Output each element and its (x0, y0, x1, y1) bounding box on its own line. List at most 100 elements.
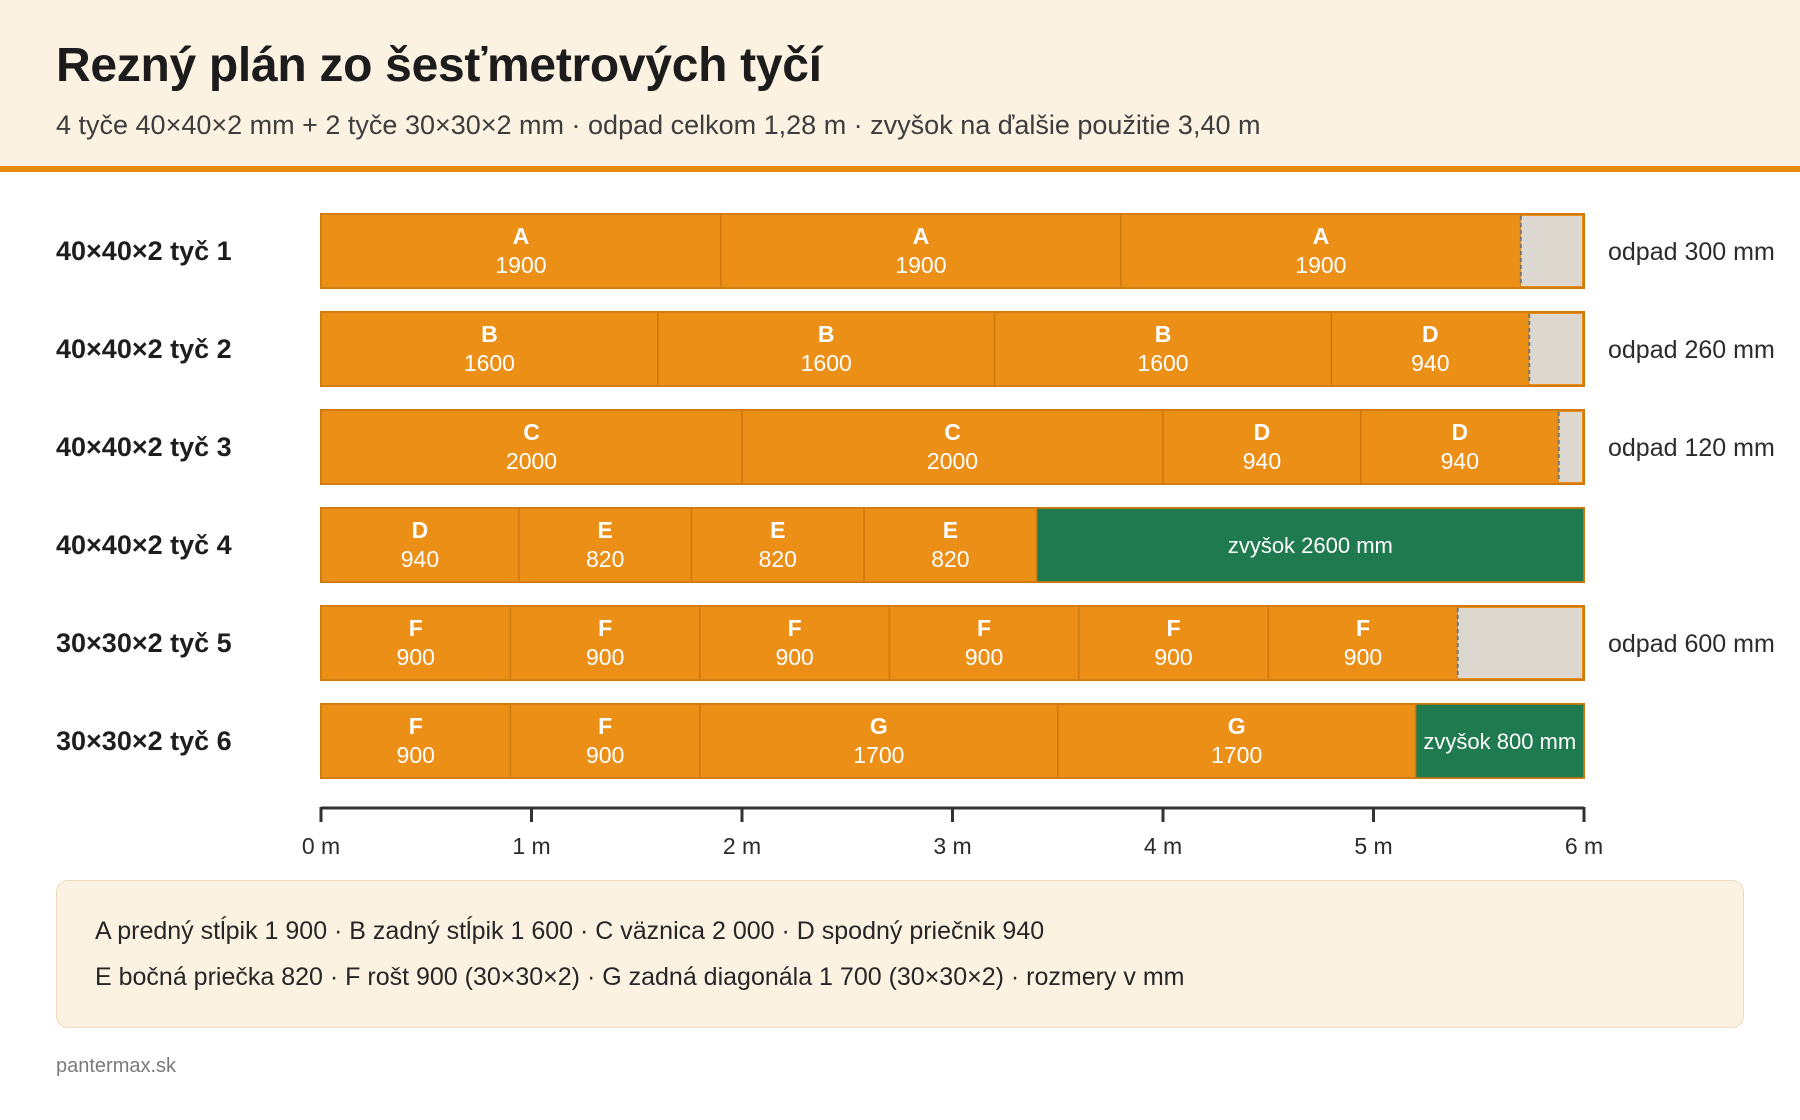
piece-length: 940 (1441, 448, 1479, 474)
piece-length: 1900 (1295, 252, 1346, 278)
remnant-label: zvyšok 2600 mm (1228, 533, 1393, 558)
piece-code: F (788, 615, 802, 641)
waste-label: odpad 600 mm (1608, 630, 1775, 658)
row-label: 40×40×2 tyč 3 (56, 432, 232, 462)
cut-piece (509, 605, 701, 681)
piece-code: E (943, 517, 958, 543)
cut-piece (320, 507, 520, 583)
cut-piece (699, 605, 891, 681)
piece-code: F (1356, 615, 1370, 641)
piece-length: 1900 (895, 252, 946, 278)
cut-piece (1057, 703, 1417, 779)
piece-code: E (598, 517, 613, 543)
x-tick-label: 6 m (1565, 833, 1603, 859)
piece-length: 820 (759, 546, 797, 572)
cut-piece (1162, 409, 1362, 485)
row-label: 40×40×2 tyč 2 (56, 334, 232, 364)
piece-length: 900 (397, 742, 435, 768)
piece-code: F (409, 713, 423, 739)
piece-length: 940 (1243, 448, 1281, 474)
legend-line-1: A predný stĺpik 1 900 · B zadný stĺpik 1… (95, 917, 1045, 945)
cut-piece (1267, 605, 1459, 681)
piece-length: 1600 (464, 350, 515, 376)
row-label: 40×40×2 tyč 1 (56, 236, 232, 266)
x-tick-label: 5 m (1354, 833, 1392, 859)
header: Rezný plán zo šesťmetrových tyčí 4 tyče … (0, 0, 1800, 172)
piece-length: 1700 (1211, 742, 1262, 768)
piece-code: F (598, 713, 612, 739)
piece-code: D (412, 517, 429, 543)
row-label: 40×40×2 tyč 4 (56, 530, 232, 560)
cut-piece (518, 507, 693, 583)
cut-piece (993, 311, 1333, 387)
cut-piece (320, 409, 743, 485)
piece-length: 820 (931, 546, 969, 572)
waste-label: odpad 120 mm (1608, 434, 1775, 462)
waste-label: odpad 260 mm (1608, 336, 1775, 364)
piece-length: 900 (586, 644, 624, 670)
waste-segment (1529, 314, 1582, 384)
cut-piece (1078, 605, 1270, 681)
piece-length: 2000 (506, 448, 557, 474)
piece-length: 900 (775, 644, 813, 670)
x-tick-label: 2 m (723, 833, 761, 859)
cut-piece (320, 213, 722, 289)
cut-piece (1360, 409, 1560, 485)
cut-piece (657, 311, 996, 387)
piece-length: 1600 (801, 350, 852, 376)
cut-piece (320, 311, 659, 387)
piece-length: 900 (586, 742, 624, 768)
piece-length: 2000 (927, 448, 978, 474)
x-tick-label: 3 m (933, 833, 971, 859)
waste-segment (1558, 412, 1582, 482)
remnant-segment (1035, 507, 1585, 583)
piece-code: D (1451, 419, 1468, 445)
piece-length: 900 (1154, 644, 1192, 670)
piece-length: 900 (397, 644, 435, 670)
x-tick-label: 0 m (302, 833, 340, 859)
piece-code: A (1313, 223, 1330, 249)
cut-piece (699, 703, 1059, 779)
x-tick-label: 1 m (512, 833, 550, 859)
waste-segment (1457, 608, 1582, 678)
page-subtitle: 4 tyče 40×40×2 mm + 2 tyče 30×30×2 mm · … (56, 110, 1261, 140)
source-credit: pantermax.sk (56, 1055, 177, 1077)
piece-code: G (1228, 713, 1246, 739)
cutting-plan-chart: 40×40×2 tyč 1 A 1900 A 1900 A 1900 odpad 300 mm… (56, 213, 1775, 859)
cut-piece (741, 409, 1164, 485)
page-title: Rezný plán zo šesťmetrových tyčí (56, 39, 822, 92)
piece-length: 940 (1411, 350, 1449, 376)
piece-code: A (513, 223, 530, 249)
row-label: 30×30×2 tyč 5 (56, 628, 232, 658)
piece-code: E (770, 517, 785, 543)
waste-segment (1520, 216, 1582, 286)
remnant-segment (1414, 703, 1585, 779)
piece-length: 900 (965, 644, 1003, 670)
piece-length: 900 (1344, 644, 1382, 670)
piece-code: G (870, 713, 888, 739)
cut-piece (720, 213, 1122, 289)
piece-code: F (409, 615, 423, 641)
piece-length: 940 (401, 546, 439, 572)
cut-piece (509, 703, 701, 779)
cut-piece (320, 605, 512, 681)
waste-label: odpad 300 mm (1608, 238, 1775, 266)
piece-code: B (481, 321, 498, 347)
remnant-label: zvyšok 800 mm (1423, 729, 1576, 754)
cut-piece (1120, 213, 1522, 289)
legend-line-2: E bočná priečka 820 · F rošt 900 (30×30×… (95, 963, 1185, 991)
piece-code: C (944, 419, 961, 445)
piece-code: A (913, 223, 930, 249)
piece-length: 820 (586, 546, 624, 572)
cut-piece (320, 703, 512, 779)
x-tick-label: 4 m (1144, 833, 1182, 859)
piece-length: 1900 (495, 252, 546, 278)
piece-code: B (818, 321, 835, 347)
piece-code: F (977, 615, 991, 641)
piece-code: B (1155, 321, 1172, 347)
cut-piece (690, 507, 865, 583)
piece-code: D (1254, 419, 1271, 445)
piece-length: 1600 (1137, 350, 1188, 376)
piece-code: D (1422, 321, 1439, 347)
piece-code: C (523, 419, 540, 445)
